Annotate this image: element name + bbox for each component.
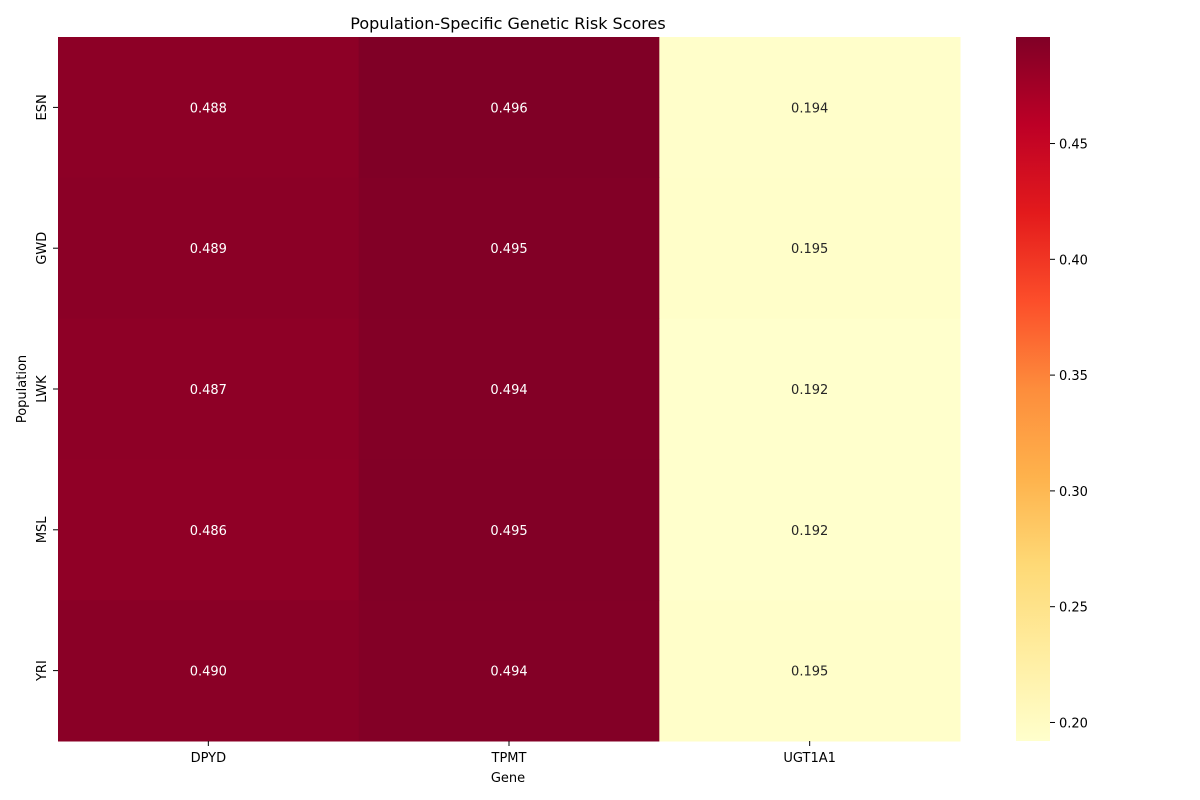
heatmap-cell-msl-ugt1a1 [659, 459, 961, 601]
heatmap-cell-msl-tpmt [358, 459, 660, 601]
colorbar-ticks: 0.20 0.25 0.30 0.35 0.40 0.45 [1050, 138, 1088, 731]
heatmap-cell-esn-dpyd [58, 37, 360, 179]
heatmap-cell-gwd-dpyd [58, 177, 360, 320]
heatmap-cell-lwk-tpmt [358, 318, 660, 460]
heatmap-cell-gwd-ugt1a1 [659, 177, 961, 320]
heatmap-cell-gwd-tpmt [358, 177, 660, 320]
cell-value-label: 0.486 [190, 524, 227, 539]
chart-title: Population-Specific Genetic Risk Scores [350, 14, 665, 33]
cell-value-label: 0.487 [190, 383, 227, 398]
heatmap-cell-esn-ugt1a1 [659, 37, 961, 179]
colorbar-tick-label: 0.35 [1059, 369, 1088, 384]
x-tick-label: UGT1A1 [783, 751, 836, 766]
y-tick-label: MSL [35, 516, 50, 543]
cell-value-label: 0.489 [190, 242, 227, 257]
heatmap-cell-lwk-dpyd [58, 318, 360, 460]
cell-value-label: 0.490 [190, 665, 227, 680]
y-tick-label: GWD [35, 232, 50, 265]
colorbar [1016, 37, 1050, 741]
heatmap-cells [58, 37, 961, 742]
cell-value-label: 0.496 [490, 101, 527, 116]
cell-value-label: 0.195 [791, 242, 828, 257]
colorbar-tick-label: 0.30 [1059, 485, 1088, 500]
cell-value-label: 0.494 [490, 383, 527, 398]
cell-value-label: 0.488 [190, 101, 227, 116]
x-tick-label: DPYD [191, 751, 227, 766]
cell-value-label: 0.192 [791, 524, 828, 539]
cell-value-label: 0.494 [490, 665, 527, 680]
cell-value-label: 0.195 [791, 665, 828, 680]
y-tick-label: YRI [35, 660, 50, 682]
heatmap-cell-yri-ugt1a1 [659, 600, 961, 742]
heatmap-cell-yri-dpyd [58, 600, 360, 742]
heatmap-cell-yri-tpmt [358, 600, 660, 742]
y-tick-label: ESN [35, 94, 50, 120]
cell-value-label: 0.192 [791, 383, 828, 398]
colorbar-tick-label: 0.40 [1059, 253, 1088, 268]
cell-value-label: 0.495 [490, 242, 527, 257]
heatmap-cell-msl-dpyd [58, 459, 360, 601]
cell-value-label: 0.194 [791, 101, 828, 116]
colorbar-tick-label: 0.20 [1059, 716, 1088, 731]
y-axis-label: Population [15, 355, 30, 423]
heatmap-cell-esn-tpmt [358, 37, 660, 179]
cell-value-label: 0.495 [490, 524, 527, 539]
x-axis-label: Gene [491, 771, 525, 786]
colorbar-tick-label: 0.45 [1059, 138, 1088, 153]
colorbar-tick-label: 0.25 [1059, 601, 1088, 616]
heatmap-cell-labels: 0.488 0.496 0.194 0.489 0.495 0.195 0.487 0.494… [190, 101, 829, 679]
y-axis-ticks: ESN GWD LWK MSL YRI [35, 94, 58, 682]
y-tick-label: LWK [35, 375, 50, 403]
x-axis-ticks: DPYD TPMT UGT1A1 [191, 741, 836, 766]
heatmap-cell-lwk-ugt1a1 [659, 318, 961, 460]
x-tick-label: TPMT [491, 751, 527, 766]
